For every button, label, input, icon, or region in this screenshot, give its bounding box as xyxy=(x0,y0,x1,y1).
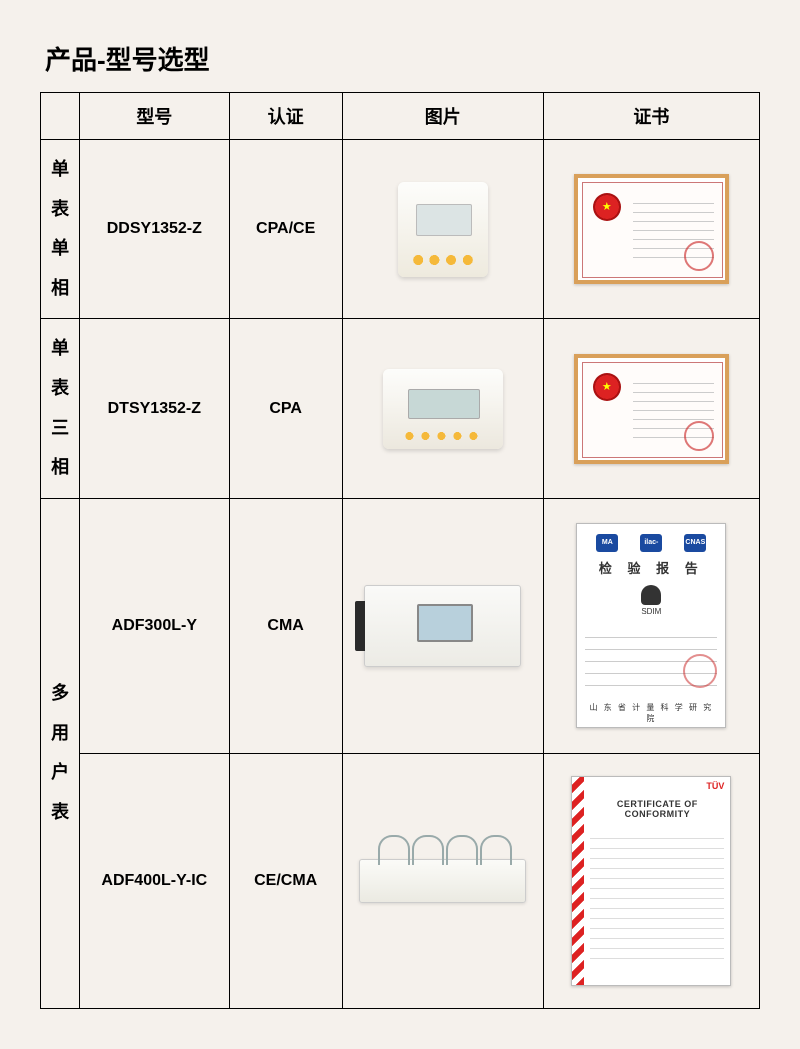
header-image: 图片 xyxy=(342,93,543,140)
table-row: 多 用 户 表 ADF300L-Y CMA MA xyxy=(41,498,760,753)
cnas-logo-badge: CNAS xyxy=(684,534,706,552)
certification-cell: CPA/CE xyxy=(229,140,342,319)
page-title: 产品-型号选型 xyxy=(40,40,760,77)
cma-logo-row: MA ilac-MRA CNAS xyxy=(585,532,717,554)
header-certificate: 证书 xyxy=(543,93,759,140)
product-image-cell xyxy=(342,753,543,1008)
tuv-certificate-title: CERTIFICATE OF CONFORMITY xyxy=(590,799,724,819)
model-cell: DTSY1352-Z xyxy=(80,319,229,498)
certification-cell: CE/CMA xyxy=(229,753,342,1008)
certification-cell: CMA xyxy=(229,498,342,753)
tuv-logo-text: TÜV xyxy=(706,781,724,791)
table-row: ADF400L-Y-IC CE/CMA xyxy=(41,753,760,1008)
stamp-seal-icon xyxy=(684,421,714,451)
category-cell: 单 表 三 相 xyxy=(41,319,80,498)
model-cell: ADF300L-Y xyxy=(80,498,229,753)
table-row: 单 表 单 相 DDSY1352-Z CPA/CE xyxy=(41,140,760,319)
stamp-seal-icon xyxy=(684,241,714,271)
cma-report-title: 检 验 报 告 xyxy=(585,558,717,577)
meter-three-phase-icon xyxy=(383,369,503,449)
red-white-stripe-icon xyxy=(572,777,584,985)
meter-side-panel-icon xyxy=(355,601,365,651)
category-char: 表 xyxy=(51,378,69,398)
ct-loops-icon xyxy=(378,835,508,865)
tuv-certificate-icon: TÜV CERTIFICATE OF CONFORMITY xyxy=(571,776,731,986)
cma-report-icon: MA ilac-MRA CNAS 检 验 报 告 SDIM 山 东 省 计 量 xyxy=(576,523,726,728)
cma-logo-badge: MA xyxy=(596,534,618,552)
certificate-image-cell: TÜV CERTIFICATE OF CONFORMITY xyxy=(543,753,759,1008)
national-emblem-icon xyxy=(593,193,621,221)
header-model: 型号 xyxy=(80,93,229,140)
category-char: 相 xyxy=(51,278,69,298)
multi-user-meter-rail-icon xyxy=(359,859,526,903)
table-row: 单 表 三 相 DTSY1352-Z CPA xyxy=(41,319,760,498)
certificate-text-lines xyxy=(590,829,724,959)
product-selection-table: 型号 认证 图片 证书 单 表 单 相 DDSY1352-Z CPA/CE xyxy=(40,92,760,1009)
category-char: 表 xyxy=(51,802,69,822)
header-category xyxy=(41,93,80,140)
category-cell: 多 用 户 表 xyxy=(41,498,80,1008)
category-char: 户 xyxy=(51,762,69,782)
product-image-cell xyxy=(342,319,543,498)
model-cell: ADF400L-Y-IC xyxy=(80,753,229,1008)
sdim-org-block: SDIM xyxy=(585,585,717,616)
category-cell: 单 表 单 相 xyxy=(41,140,80,319)
certificate-image-cell xyxy=(543,140,759,319)
certification-cell: CPA xyxy=(229,319,342,498)
sdim-logo-icon xyxy=(641,585,661,605)
category-char: 相 xyxy=(51,457,69,477)
report-text-lines xyxy=(585,626,717,696)
stamp-seal-icon xyxy=(683,654,717,688)
category-char: 单 xyxy=(51,159,69,179)
category-char: 表 xyxy=(51,199,69,219)
cma-footer-org: 山 东 省 计 量 科 学 研 究 院 xyxy=(585,702,717,724)
certificate-image-cell: MA ilac-MRA CNAS 检 验 报 告 SDIM 山 东 省 计 量 xyxy=(543,498,759,753)
category-char: 用 xyxy=(51,723,69,743)
national-emblem-icon xyxy=(593,373,621,401)
product-image-cell xyxy=(342,498,543,753)
table-header-row: 型号 认证 图片 证书 xyxy=(41,93,760,140)
sdim-label: SDIM xyxy=(641,607,661,616)
multi-user-meter-box-icon xyxy=(364,585,521,667)
ilac-logo-badge: ilac-MRA xyxy=(640,534,662,552)
product-image-cell xyxy=(342,140,543,319)
category-char: 单 xyxy=(51,238,69,258)
header-certification: 认证 xyxy=(229,93,342,140)
certificate-image-cell xyxy=(543,319,759,498)
category-char: 单 xyxy=(51,338,69,358)
model-cell: DDSY1352-Z xyxy=(80,140,229,319)
category-char: 三 xyxy=(51,418,69,438)
cpa-certificate-icon xyxy=(574,174,729,284)
category-char: 多 xyxy=(51,683,69,703)
meter-single-phase-icon xyxy=(398,182,488,277)
cpa-certificate-icon xyxy=(574,354,729,464)
